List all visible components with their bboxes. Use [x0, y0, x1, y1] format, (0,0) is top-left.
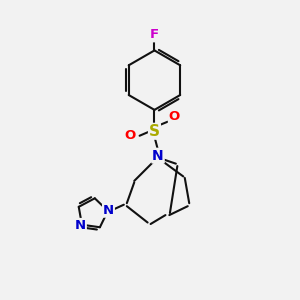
Text: N: N [103, 204, 114, 217]
Text: N: N [152, 148, 164, 163]
Text: O: O [124, 129, 136, 142]
Text: O: O [169, 110, 180, 123]
Text: F: F [150, 28, 159, 41]
Text: S: S [149, 124, 160, 139]
Text: N: N [75, 219, 86, 232]
